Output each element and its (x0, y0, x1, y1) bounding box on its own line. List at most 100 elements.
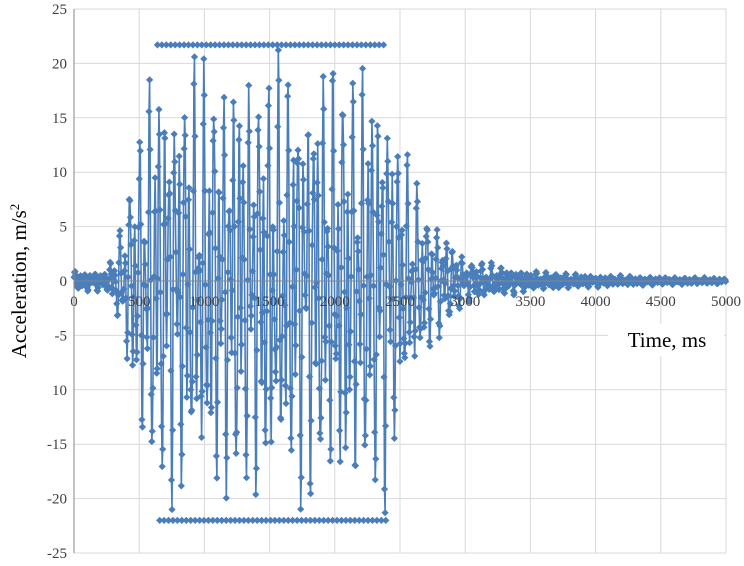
data-point (158, 462, 166, 471)
data-point (378, 202, 386, 210)
data-point (436, 322, 444, 330)
data-point (188, 378, 196, 386)
data-point (146, 145, 154, 154)
data-point (202, 343, 210, 351)
data-point (151, 174, 159, 182)
data-point (242, 474, 251, 482)
data-point (373, 211, 381, 219)
data-point (441, 295, 449, 303)
data-point (118, 288, 126, 296)
data-point (316, 429, 324, 437)
data-point (310, 150, 318, 158)
data-point (304, 41, 312, 49)
data-point (353, 41, 361, 49)
x-axis-title: Time, ms (628, 328, 707, 352)
data-point (269, 226, 277, 234)
data-point (248, 267, 257, 275)
data-point (331, 41, 339, 49)
data-point (198, 41, 206, 49)
data-point (191, 132, 199, 140)
data-point (195, 251, 203, 259)
data-point (246, 41, 255, 49)
data-point (287, 434, 295, 442)
data-point (343, 208, 351, 216)
data-point (375, 41, 383, 49)
data-point (232, 449, 240, 457)
data-point (351, 462, 360, 470)
data-point (354, 234, 362, 242)
data-point (224, 268, 232, 276)
data-point (337, 516, 346, 524)
data-point (550, 276, 558, 284)
data-point (399, 261, 407, 269)
data-point (393, 178, 401, 186)
y-tick-label: 20 (52, 56, 67, 72)
data-point (175, 152, 183, 160)
data-point (213, 516, 221, 524)
data-point (300, 41, 308, 49)
data-point (240, 198, 248, 207)
data-point (412, 204, 420, 212)
data-point (297, 505, 305, 513)
data-point (200, 516, 208, 524)
data-point (311, 516, 319, 524)
data-point (351, 516, 359, 524)
data-point (308, 241, 316, 249)
x-tick-label: 0 (70, 294, 78, 310)
data-point (385, 283, 394, 291)
data-point (168, 505, 176, 514)
data-point (385, 238, 393, 246)
data-point (133, 348, 141, 356)
data-point (211, 244, 219, 252)
data-point (295, 41, 303, 49)
data-point (219, 194, 227, 202)
data-point (308, 319, 316, 327)
data-point (452, 261, 460, 269)
data-point (210, 115, 218, 123)
data-point (99, 281, 107, 289)
data-point (229, 41, 237, 49)
data-point (217, 339, 225, 348)
data-point (334, 201, 342, 209)
data-point (294, 155, 303, 163)
data-point (302, 304, 310, 313)
data-point (255, 143, 263, 151)
data-point (420, 323, 428, 331)
data-point (176, 293, 184, 301)
data-point (157, 360, 165, 368)
data-point (350, 207, 358, 215)
data-point (146, 76, 154, 84)
data-point (382, 516, 390, 524)
data-point (497, 264, 505, 272)
data-point (138, 416, 146, 424)
data-point (303, 200, 311, 208)
data-point (240, 255, 248, 264)
data-point (255, 113, 263, 121)
data-point (131, 262, 139, 270)
data-point (163, 310, 171, 318)
data-point (252, 490, 260, 499)
data-point (446, 308, 454, 316)
data-point (329, 70, 337, 78)
data-point (245, 81, 253, 89)
data-point (585, 282, 593, 290)
data-point (297, 473, 305, 482)
data-point (401, 354, 409, 362)
data-point (366, 41, 374, 49)
data-point (234, 218, 242, 226)
data-point (218, 255, 226, 264)
data-point (203, 399, 211, 407)
data-point (382, 422, 390, 430)
data-point (305, 373, 314, 381)
data-point (339, 111, 347, 120)
data-point (307, 417, 315, 425)
data-point (238, 341, 246, 349)
data-point (335, 322, 343, 330)
data-point (101, 273, 109, 281)
data-point (595, 281, 603, 289)
data-point (333, 516, 341, 524)
data-point (233, 428, 241, 436)
data-point (296, 307, 304, 315)
data-point (257, 318, 265, 326)
data-point (172, 285, 180, 293)
